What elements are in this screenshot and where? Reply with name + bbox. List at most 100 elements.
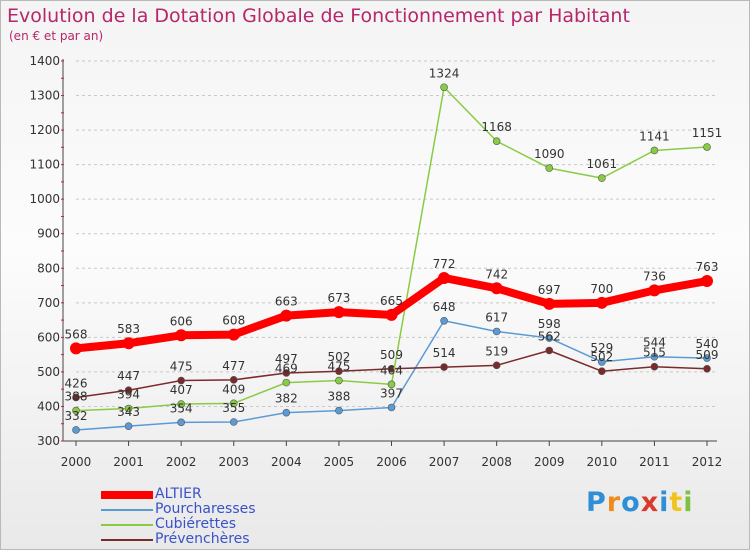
data-label-cubierettes: 407	[170, 383, 193, 397]
x-tick-label: 2000	[61, 455, 92, 469]
data-label-cubierettes: 409	[222, 382, 245, 396]
logo-letter: i	[683, 487, 694, 518]
logo-letter: r	[606, 487, 622, 518]
data-label-altier: 763	[696, 260, 719, 274]
data-label-altier: 742	[485, 267, 508, 281]
y-tick-label: 1100	[29, 158, 60, 172]
data-point-cubierettes	[598, 174, 606, 182]
data-label-pourcharesses: 648	[433, 300, 456, 314]
data-label-cubierettes: 1168	[481, 120, 512, 134]
data-label-prevencheres: 515	[643, 346, 666, 360]
data-label-cubierettes: 464	[380, 363, 403, 377]
x-tick-label: 2002	[166, 455, 197, 469]
logo-letter: P	[586, 487, 607, 518]
data-label-pourcharesses: 544	[643, 336, 666, 350]
data-label-prevencheres: 509	[696, 348, 719, 362]
y-tick-label: 300	[37, 434, 60, 448]
x-tick-label: 2008	[481, 455, 512, 469]
legend-swatch-pourcharesses	[101, 509, 153, 511]
y-tick-label: 600	[37, 330, 60, 344]
data-label-cubierettes: 1141	[639, 129, 670, 143]
x-tick-label: 2009	[534, 455, 565, 469]
data-label-prevencheres: 475	[170, 360, 193, 374]
data-point-pourcharesses	[282, 408, 291, 417]
data-point-pourcharesses	[545, 334, 554, 342]
logo-letter: t	[669, 487, 684, 518]
chart-axes	[62, 59, 717, 442]
data-label-pourcharesses: 529	[590, 341, 613, 355]
data-point-prevencheres	[124, 386, 133, 395]
data-point-altier	[332, 306, 345, 319]
x-tick-label: 2005	[324, 455, 355, 469]
y-tick-label: 1000	[29, 192, 60, 206]
data-point-cubierettes	[387, 380, 396, 389]
data-label-prevencheres: 502	[590, 350, 613, 364]
data-label-prevencheres: 447	[117, 369, 140, 383]
y-tick-label: 400	[37, 399, 60, 413]
data-point-altier	[70, 342, 82, 355]
data-label-altier: 700	[590, 282, 613, 296]
data-label-pourcharesses: 388	[327, 390, 350, 404]
data-point-altier	[438, 271, 451, 284]
data-point-altier	[122, 337, 135, 350]
data-point-prevencheres	[650, 362, 659, 371]
data-label-pourcharesses: 397	[380, 386, 403, 400]
data-point-altier	[280, 309, 293, 322]
data-label-altier: 772	[433, 257, 456, 271]
data-point-prevencheres	[229, 376, 238, 384]
legend-swatch-altier	[101, 491, 153, 499]
data-label-cubierettes: 1324	[429, 66, 460, 80]
data-point-prevencheres	[335, 367, 343, 376]
data-label-altier: 606	[170, 314, 193, 328]
data-point-altier	[648, 284, 661, 297]
legend-label-cubierettes: Cubiérettes	[155, 516, 236, 532]
logo-letter: x	[640, 487, 660, 518]
data-point-pourcharesses	[335, 406, 343, 415]
x-tick-label: 2012	[692, 455, 723, 469]
data-point-pourcharesses	[492, 327, 501, 336]
data-label-pourcharesses: 382	[275, 392, 298, 406]
proxiti-logo: Proxiti	[586, 487, 694, 518]
legend-label-altier: ALTIER	[155, 486, 202, 502]
data-point-altier	[543, 297, 556, 310]
data-point-cubierettes	[335, 376, 343, 385]
data-point-prevencheres	[703, 364, 711, 373]
chart-subtitle: (en € et par an)	[9, 29, 104, 43]
x-tick-label: 2001	[113, 455, 144, 469]
data-point-pourcharesses	[177, 418, 185, 427]
data-label-altier: 697	[538, 283, 561, 297]
data-label-pourcharesses: 332	[65, 409, 88, 423]
data-point-prevencheres	[440, 363, 448, 371]
y-tick-label: 800	[37, 261, 60, 275]
data-point-pourcharesses	[387, 403, 396, 412]
data-point-cubierettes	[72, 406, 80, 415]
chart-series	[70, 83, 713, 434]
x-tick-label: 2010	[587, 455, 618, 469]
x-tick-label: 2006	[376, 455, 407, 469]
data-label-cubierettes: 388	[65, 390, 88, 404]
chart-data-labels: 568 583 606 608 663 673 665 772 742 697 700 736 763 3…	[65, 66, 723, 423]
x-tick-label: 2004	[271, 455, 302, 469]
y-tick-label: 900	[37, 227, 60, 241]
data-point-pourcharesses	[650, 352, 659, 361]
data-point-pourcharesses	[703, 354, 711, 362]
data-point-altier	[175, 329, 188, 342]
data-label-cubierettes: 469	[275, 362, 298, 376]
logo-letter: o	[621, 487, 641, 518]
data-point-altier	[701, 275, 713, 288]
data-point-prevencheres	[177, 376, 185, 385]
data-label-altier: 608	[222, 314, 245, 328]
data-point-cubierettes	[703, 143, 711, 151]
data-point-altier	[490, 282, 503, 295]
chart-ticks: 300 400 500 600 700 800 900 1000 1100 1200 1300 140…	[29, 54, 722, 469]
data-label-prevencheres: 502	[327, 350, 350, 364]
data-point-pourcharesses	[440, 316, 448, 325]
data-label-pourcharesses: 540	[696, 337, 719, 351]
x-tick-label: 2007	[429, 455, 460, 469]
data-point-prevencheres	[72, 393, 80, 402]
data-label-cubierettes: 1090	[534, 147, 565, 161]
legend-label-pourcharesses: Pourcharesses	[155, 501, 256, 517]
legend-swatch-prevencheres	[101, 539, 153, 541]
